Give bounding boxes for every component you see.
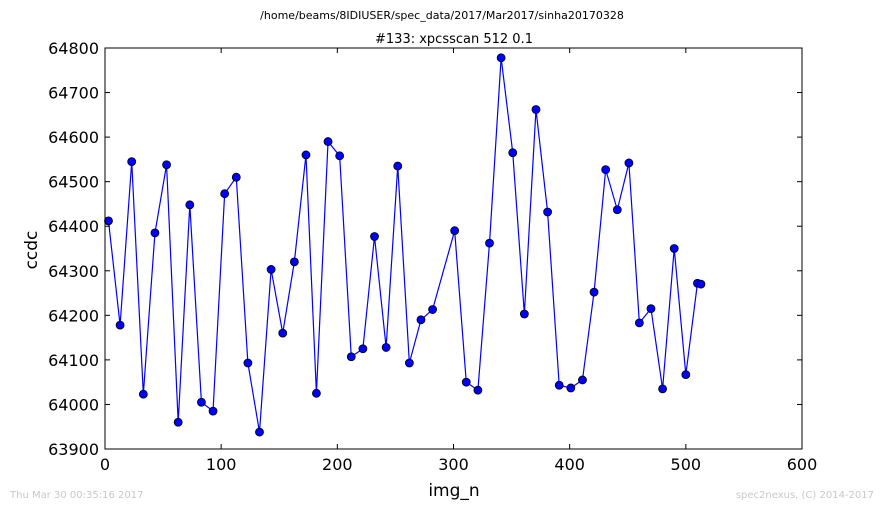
data-point — [370, 232, 379, 241]
data-point — [115, 320, 125, 330]
x-tick-label: 500 — [671, 455, 702, 474]
data-point — [681, 370, 691, 379]
data-point — [578, 375, 587, 385]
data-point — [138, 389, 148, 399]
data-point — [266, 265, 276, 274]
data-point — [696, 279, 706, 289]
y-tick-label: 64100 — [48, 351, 99, 370]
data-point — [612, 205, 622, 215]
y-tick-label: 64000 — [48, 395, 99, 414]
x-axis: 0 100 200 300 400 500 600 — [100, 48, 817, 474]
plot-frame — [104, 47, 803, 450]
y-axis-label: ccdc — [22, 231, 42, 270]
x-tick-label: 200 — [322, 455, 353, 474]
figure-suptitle: /home/beams/8IDIUSER/spec_data/2017/Mar2… — [260, 9, 624, 22]
data-point — [634, 318, 644, 328]
y-tick-label: 64600 — [48, 128, 99, 147]
data-point — [358, 344, 368, 354]
y-tick-label: 64400 — [48, 217, 99, 236]
data-point — [150, 228, 160, 238]
data-point — [289, 257, 299, 267]
data-point — [624, 158, 634, 168]
data-point — [566, 383, 576, 393]
data-point — [243, 358, 253, 368]
data-point — [450, 226, 460, 236]
data-point — [601, 165, 611, 175]
data-point — [554, 380, 564, 390]
data-point — [508, 148, 518, 158]
data-point — [543, 207, 552, 217]
data-point — [323, 137, 333, 146]
data-point — [231, 172, 241, 182]
y-tick-label: 64800 — [48, 39, 99, 58]
data-point — [381, 343, 391, 352]
data-point — [173, 417, 183, 427]
data-point — [220, 189, 230, 199]
x-tick-label: 600 — [787, 455, 818, 474]
data-point — [428, 305, 437, 314]
data-point — [301, 150, 311, 160]
x-tick-label: 0 — [100, 455, 110, 474]
data-point — [127, 157, 137, 167]
data-point — [485, 238, 494, 248]
footer-timestamp: Thu Mar 30 00:35:16 2017 — [9, 490, 143, 501]
y-tick-label: 63900 — [48, 440, 99, 459]
data-point — [669, 244, 679, 253]
data-point — [162, 160, 171, 170]
data-point — [461, 377, 471, 387]
plot-area — [104, 53, 706, 437]
data-point — [278, 328, 288, 338]
data-point — [393, 161, 403, 171]
series-line — [107, 57, 702, 433]
data-point — [255, 427, 264, 437]
data-point — [519, 309, 529, 319]
data-point — [658, 384, 667, 394]
chart-title: #133: xpcsscan 512 0.1 — [375, 32, 533, 47]
data-point — [404, 358, 414, 368]
y-tick-label: 64200 — [48, 306, 99, 325]
data-point — [208, 406, 218, 416]
data-point — [197, 397, 206, 407]
x-tick-label: 300 — [438, 455, 469, 474]
x-tick-label: 400 — [554, 455, 585, 474]
y-tick-label: 64700 — [48, 84, 99, 103]
data-point — [589, 287, 599, 297]
data-point — [346, 352, 356, 362]
data-point — [335, 151, 345, 161]
y-tick-label: 64300 — [48, 262, 99, 281]
data-point — [104, 216, 113, 226]
y-tick-label: 64500 — [48, 173, 99, 192]
data-point — [496, 53, 506, 63]
data-point — [473, 385, 483, 395]
footer-credit: spec2nexus, (C) 2014-2017 — [736, 490, 874, 501]
data-point — [646, 304, 656, 314]
data-point — [416, 315, 426, 325]
y-axis: 63900 64000 64100 64200 64300 64400 64500 64600… — [48, 39, 802, 459]
x-axis-label: img_n — [428, 481, 479, 501]
data-point — [531, 105, 541, 114]
data-point — [312, 388, 321, 398]
data-point — [185, 200, 195, 210]
x-tick-label: 100 — [206, 455, 237, 474]
